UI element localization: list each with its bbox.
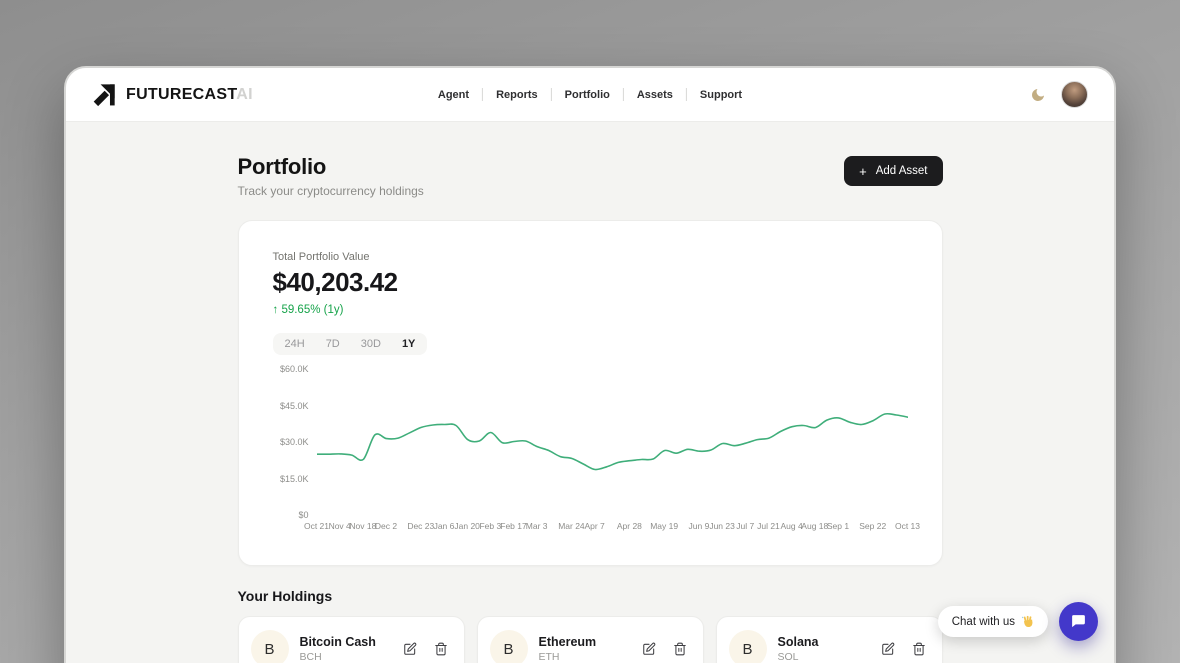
x-tick-label: Jul 7 xyxy=(736,521,755,531)
portfolio-line-chart: $60.0K $45.0K $30.0K $15.0K $0 Oct 21 Nov 4 No… xyxy=(273,364,920,533)
chat-with-us-button[interactable]: Chat with us xyxy=(937,606,1048,637)
user-avatar[interactable] xyxy=(1061,81,1088,108)
y-tick-label: $0 xyxy=(298,510,309,520)
nav-separator xyxy=(685,88,687,101)
x-tick-label: Jun 23 xyxy=(709,521,735,531)
x-tick-label: Apr 7 xyxy=(584,521,605,531)
range-tab-1y[interactable]: 1Y xyxy=(401,338,416,350)
x-tick-label: Oct 21 xyxy=(303,521,330,531)
edit-asset-button[interactable] xyxy=(403,642,417,656)
navbar-right xyxy=(1030,81,1088,108)
portfolio-line xyxy=(317,414,908,470)
range-tabs: 24H 7D 30D 1Y xyxy=(272,333,428,355)
brand-name: FUTURECASTAI xyxy=(126,85,253,103)
x-tick-label: Dec 23 xyxy=(407,521,435,531)
brand-logo[interactable]: FUTURECASTAI xyxy=(92,82,253,107)
range-tab-24h[interactable]: 24H xyxy=(284,338,305,350)
holding-card-solana: B Solana SOL xyxy=(715,616,943,663)
moon-icon xyxy=(1032,88,1044,101)
portfolio-value-card: Total Portfolio Value $40,203.42 ↑ 59.65… xyxy=(237,220,943,566)
x-tick-label: May 19 xyxy=(650,521,679,531)
y-tick-label: $15.0K xyxy=(279,473,309,484)
x-axis-labels: Oct 21 Nov 4 Nov 18 Dec 2 Dec 23 Jan 6 Jan 20 F… xyxy=(304,521,920,533)
x-tick-label: Feb 3 xyxy=(479,521,502,531)
coin-name: Solana xyxy=(777,635,819,649)
y-tick-label: $45.0K xyxy=(279,400,309,411)
coin-symbol: ETH xyxy=(538,651,560,663)
plus-icon: + xyxy=(859,163,867,179)
x-tick-label: Feb 17 xyxy=(500,521,527,531)
chat-widget: Chat with us xyxy=(937,602,1098,641)
y-axis-labels: $60.0K $45.0K $30.0K $15.0K $0 xyxy=(273,364,317,520)
holdings-list: B Bitcoin Cash BCH xyxy=(237,616,943,663)
coin-name: Ethereum xyxy=(538,635,597,649)
x-tick-label: Nov 4 xyxy=(328,521,351,531)
brand-arrow-icon xyxy=(92,82,117,107)
nav-separator xyxy=(482,88,484,101)
page-subtitle: Track your cryptocurrency holdings xyxy=(237,184,424,198)
wave-emoji-icon xyxy=(1021,615,1033,628)
nav-item-support[interactable]: Support xyxy=(699,88,743,101)
page-title: Portfolio xyxy=(237,154,327,179)
x-tick-label: Jul 21 xyxy=(757,521,780,531)
range-tab-30d[interactable]: 30D xyxy=(360,338,381,350)
x-tick-label: Jan 20 xyxy=(454,521,480,531)
coin-icon: B xyxy=(728,630,767,663)
brand-suffix: AI xyxy=(236,85,253,103)
edit-asset-button[interactable] xyxy=(642,642,656,656)
x-tick-label: Mar 3 xyxy=(525,521,548,531)
nav-item-assets[interactable]: Assets xyxy=(636,88,673,101)
coin-name: Bitcoin Cash xyxy=(299,635,376,649)
x-tick-label: Mar 24 xyxy=(558,521,585,531)
x-tick-label: Aug 4 xyxy=(780,521,803,531)
page-content: Portfolio Track your cryptocurrency hold… xyxy=(66,122,1114,663)
add-asset-button[interactable]: + Add Asset xyxy=(844,156,943,186)
navbar: FUTURECASTAI Agent Reports Portfolio Ass… xyxy=(66,68,1114,122)
trash-icon xyxy=(434,642,447,656)
nav-item-reports[interactable]: Reports xyxy=(496,88,538,101)
holding-card-bitcoin-cash: B Bitcoin Cash BCH xyxy=(237,616,465,663)
dark-mode-toggle[interactable] xyxy=(1030,87,1046,103)
y-tick-label: $30.0K xyxy=(279,437,309,447)
edit-asset-button[interactable] xyxy=(881,642,895,656)
x-tick-label: Oct 13 xyxy=(894,521,921,531)
delete-asset-button[interactable] xyxy=(673,642,687,656)
range-tab-7d[interactable]: 7D xyxy=(325,338,340,350)
total-value-label: Total Portfolio Value xyxy=(272,251,370,263)
x-tick-label: Sep 1 xyxy=(826,521,850,531)
nav-separator xyxy=(550,88,552,101)
edit-icon xyxy=(881,642,894,655)
coin-symbol: SOL xyxy=(777,651,799,663)
x-tick-label: Sep 22 xyxy=(859,521,887,531)
x-tick-label: Jun 9 xyxy=(688,521,710,531)
value-change: ↑ 59.65% (1y) xyxy=(272,304,344,316)
coin-icon: B xyxy=(489,630,528,663)
chat-fab-button[interactable] xyxy=(1059,602,1098,641)
y-tick-label: $60.0K xyxy=(279,364,309,374)
edit-icon xyxy=(403,642,416,655)
holdings-title: Your Holdings xyxy=(237,588,333,604)
x-tick-label: Jan 6 xyxy=(433,521,455,531)
total-value: $40,203.42 xyxy=(272,267,399,297)
coin-symbol: BCH xyxy=(299,651,322,663)
chart-plot: Oct 21 Nov 4 Nov 18 Dec 2 Dec 23 Jan 6 Jan 20 F… xyxy=(304,369,920,533)
x-tick-label: Aug 18 xyxy=(801,521,829,531)
nav-item-portfolio[interactable]: Portfolio xyxy=(564,88,610,101)
delete-asset-button[interactable] xyxy=(912,642,926,656)
trash-icon xyxy=(673,642,686,656)
nav-separator xyxy=(622,88,624,101)
holding-card-ethereum: B Ethereum ETH xyxy=(476,616,704,663)
nav-item-agent[interactable]: Agent xyxy=(437,88,470,101)
delete-asset-button[interactable] xyxy=(434,642,448,656)
app-window: FUTURECASTAI Agent Reports Portfolio Ass… xyxy=(64,66,1116,663)
x-tick-label: Dec 2 xyxy=(374,521,398,531)
edit-icon xyxy=(642,642,655,655)
main-nav: Agent Reports Portfolio Assets Support xyxy=(438,88,742,101)
chat-bubble-icon xyxy=(1072,615,1085,628)
x-tick-label: Nov 18 xyxy=(349,521,377,531)
x-tick-label: Apr 28 xyxy=(616,521,642,531)
coin-icon: B xyxy=(250,630,289,663)
trash-icon xyxy=(912,642,925,656)
